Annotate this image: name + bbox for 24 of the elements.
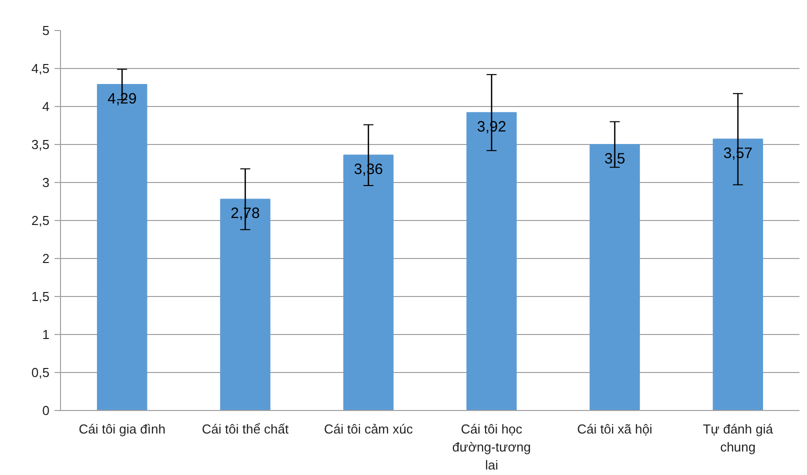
bar [96, 84, 148, 410]
y-tick-label: 0 [42, 403, 50, 418]
bar [712, 138, 764, 410]
data-label: 4,29 [107, 90, 137, 108]
y-tick-label: 3 [42, 175, 50, 190]
bar [343, 154, 394, 410]
y-tick-label: 1 [42, 327, 50, 342]
x-tick-label: Cái tôi gia đình [78, 422, 166, 436]
bar [590, 144, 640, 410]
x-tick-label: Cái tôi thể chất [202, 422, 289, 436]
x-tick-label: Cái tôi xã hội [577, 422, 652, 436]
y-tick-label: 0,5 [31, 365, 50, 380]
x-tick-label: Tự đánh giá chung [702, 422, 774, 454]
y-tick-label: 5 [42, 23, 50, 38]
x-tick-label: Cái tôi học đường-tương lai [452, 422, 531, 472]
y-tick-label: 2 [42, 251, 50, 266]
x-tick-label: Cái tôi cảm xúc [324, 422, 414, 436]
y-tick-label: 3,5 [31, 137, 50, 152]
y-tick-label: 4 [42, 99, 50, 114]
y-tick-label: 1,5 [31, 289, 50, 304]
y-tick-label: 2,5 [31, 213, 50, 228]
bar [466, 112, 517, 410]
y-tick-label: 4,5 [31, 61, 50, 76]
bar [220, 198, 270, 410]
